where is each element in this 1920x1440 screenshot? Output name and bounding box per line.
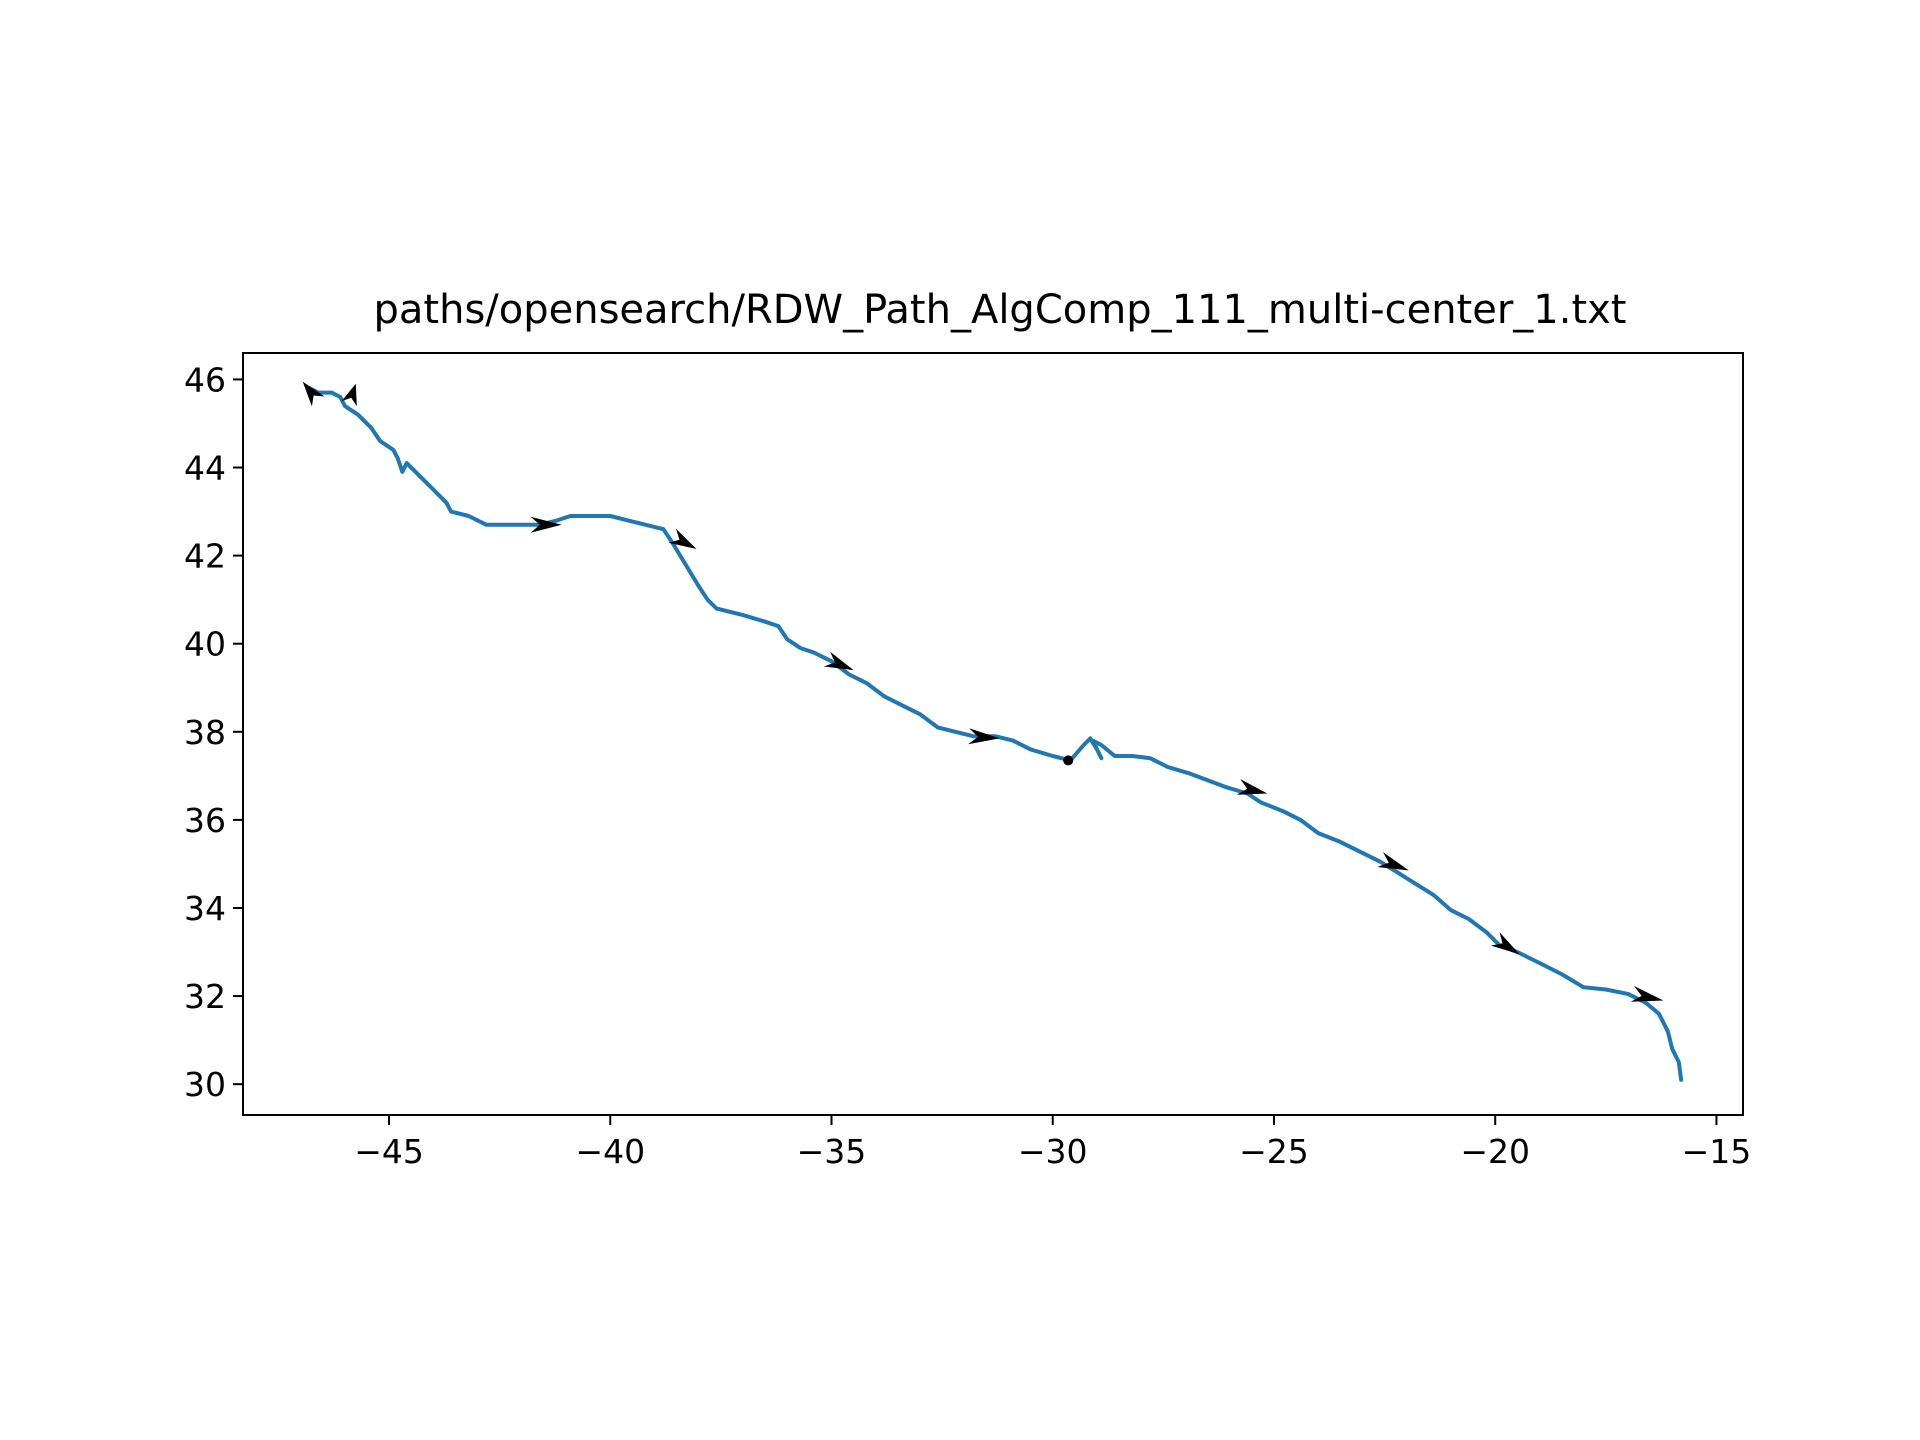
chart-title: paths/opensearch/RDW_Path_AlgComp_111_mu… xyxy=(374,287,1627,333)
x-tick-label: −40 xyxy=(575,1132,645,1171)
y-tick-label: 32 xyxy=(184,977,226,1016)
heading-arrow xyxy=(1236,779,1268,795)
y-tick-label: 44 xyxy=(184,449,226,488)
x-tick-label: −25 xyxy=(1239,1132,1309,1171)
y-tick-label: 38 xyxy=(184,713,226,752)
y-tick-label: 42 xyxy=(184,537,226,576)
heading-arrow xyxy=(341,383,357,407)
heading-arrow xyxy=(302,381,325,407)
heading-arrow xyxy=(1377,852,1409,871)
x-tick-label: −20 xyxy=(1460,1132,1530,1171)
heading-arrow xyxy=(968,728,1000,745)
x-tick-label: −35 xyxy=(797,1132,867,1171)
x-tick-label: −30 xyxy=(1018,1132,1088,1171)
heading-arrow xyxy=(824,651,854,671)
heading-arrow xyxy=(1490,932,1520,955)
x-axis: −45 −40 −35 −30 −25 −20 −15 xyxy=(354,1115,1751,1171)
y-tick-label: 36 xyxy=(184,801,226,840)
y-tick-label: 46 xyxy=(184,360,226,399)
x-tick-label: −45 xyxy=(354,1132,424,1171)
x-tick-label: −15 xyxy=(1682,1132,1752,1171)
heading-arrow xyxy=(530,516,562,533)
plot-area xyxy=(302,381,1684,1082)
path-line xyxy=(307,386,1684,1082)
axes-frame xyxy=(242,352,1744,1116)
heading-arrow xyxy=(1063,755,1074,766)
y-tick-label: 40 xyxy=(184,625,226,664)
heading-arrow xyxy=(1630,986,1664,1002)
y-tick-label: 30 xyxy=(184,1065,226,1104)
y-tick-label: 34 xyxy=(184,889,226,928)
heading-arrow xyxy=(668,528,697,549)
y-axis: 30 32 34 36 38 40 42 44 46 xyxy=(184,360,243,1104)
